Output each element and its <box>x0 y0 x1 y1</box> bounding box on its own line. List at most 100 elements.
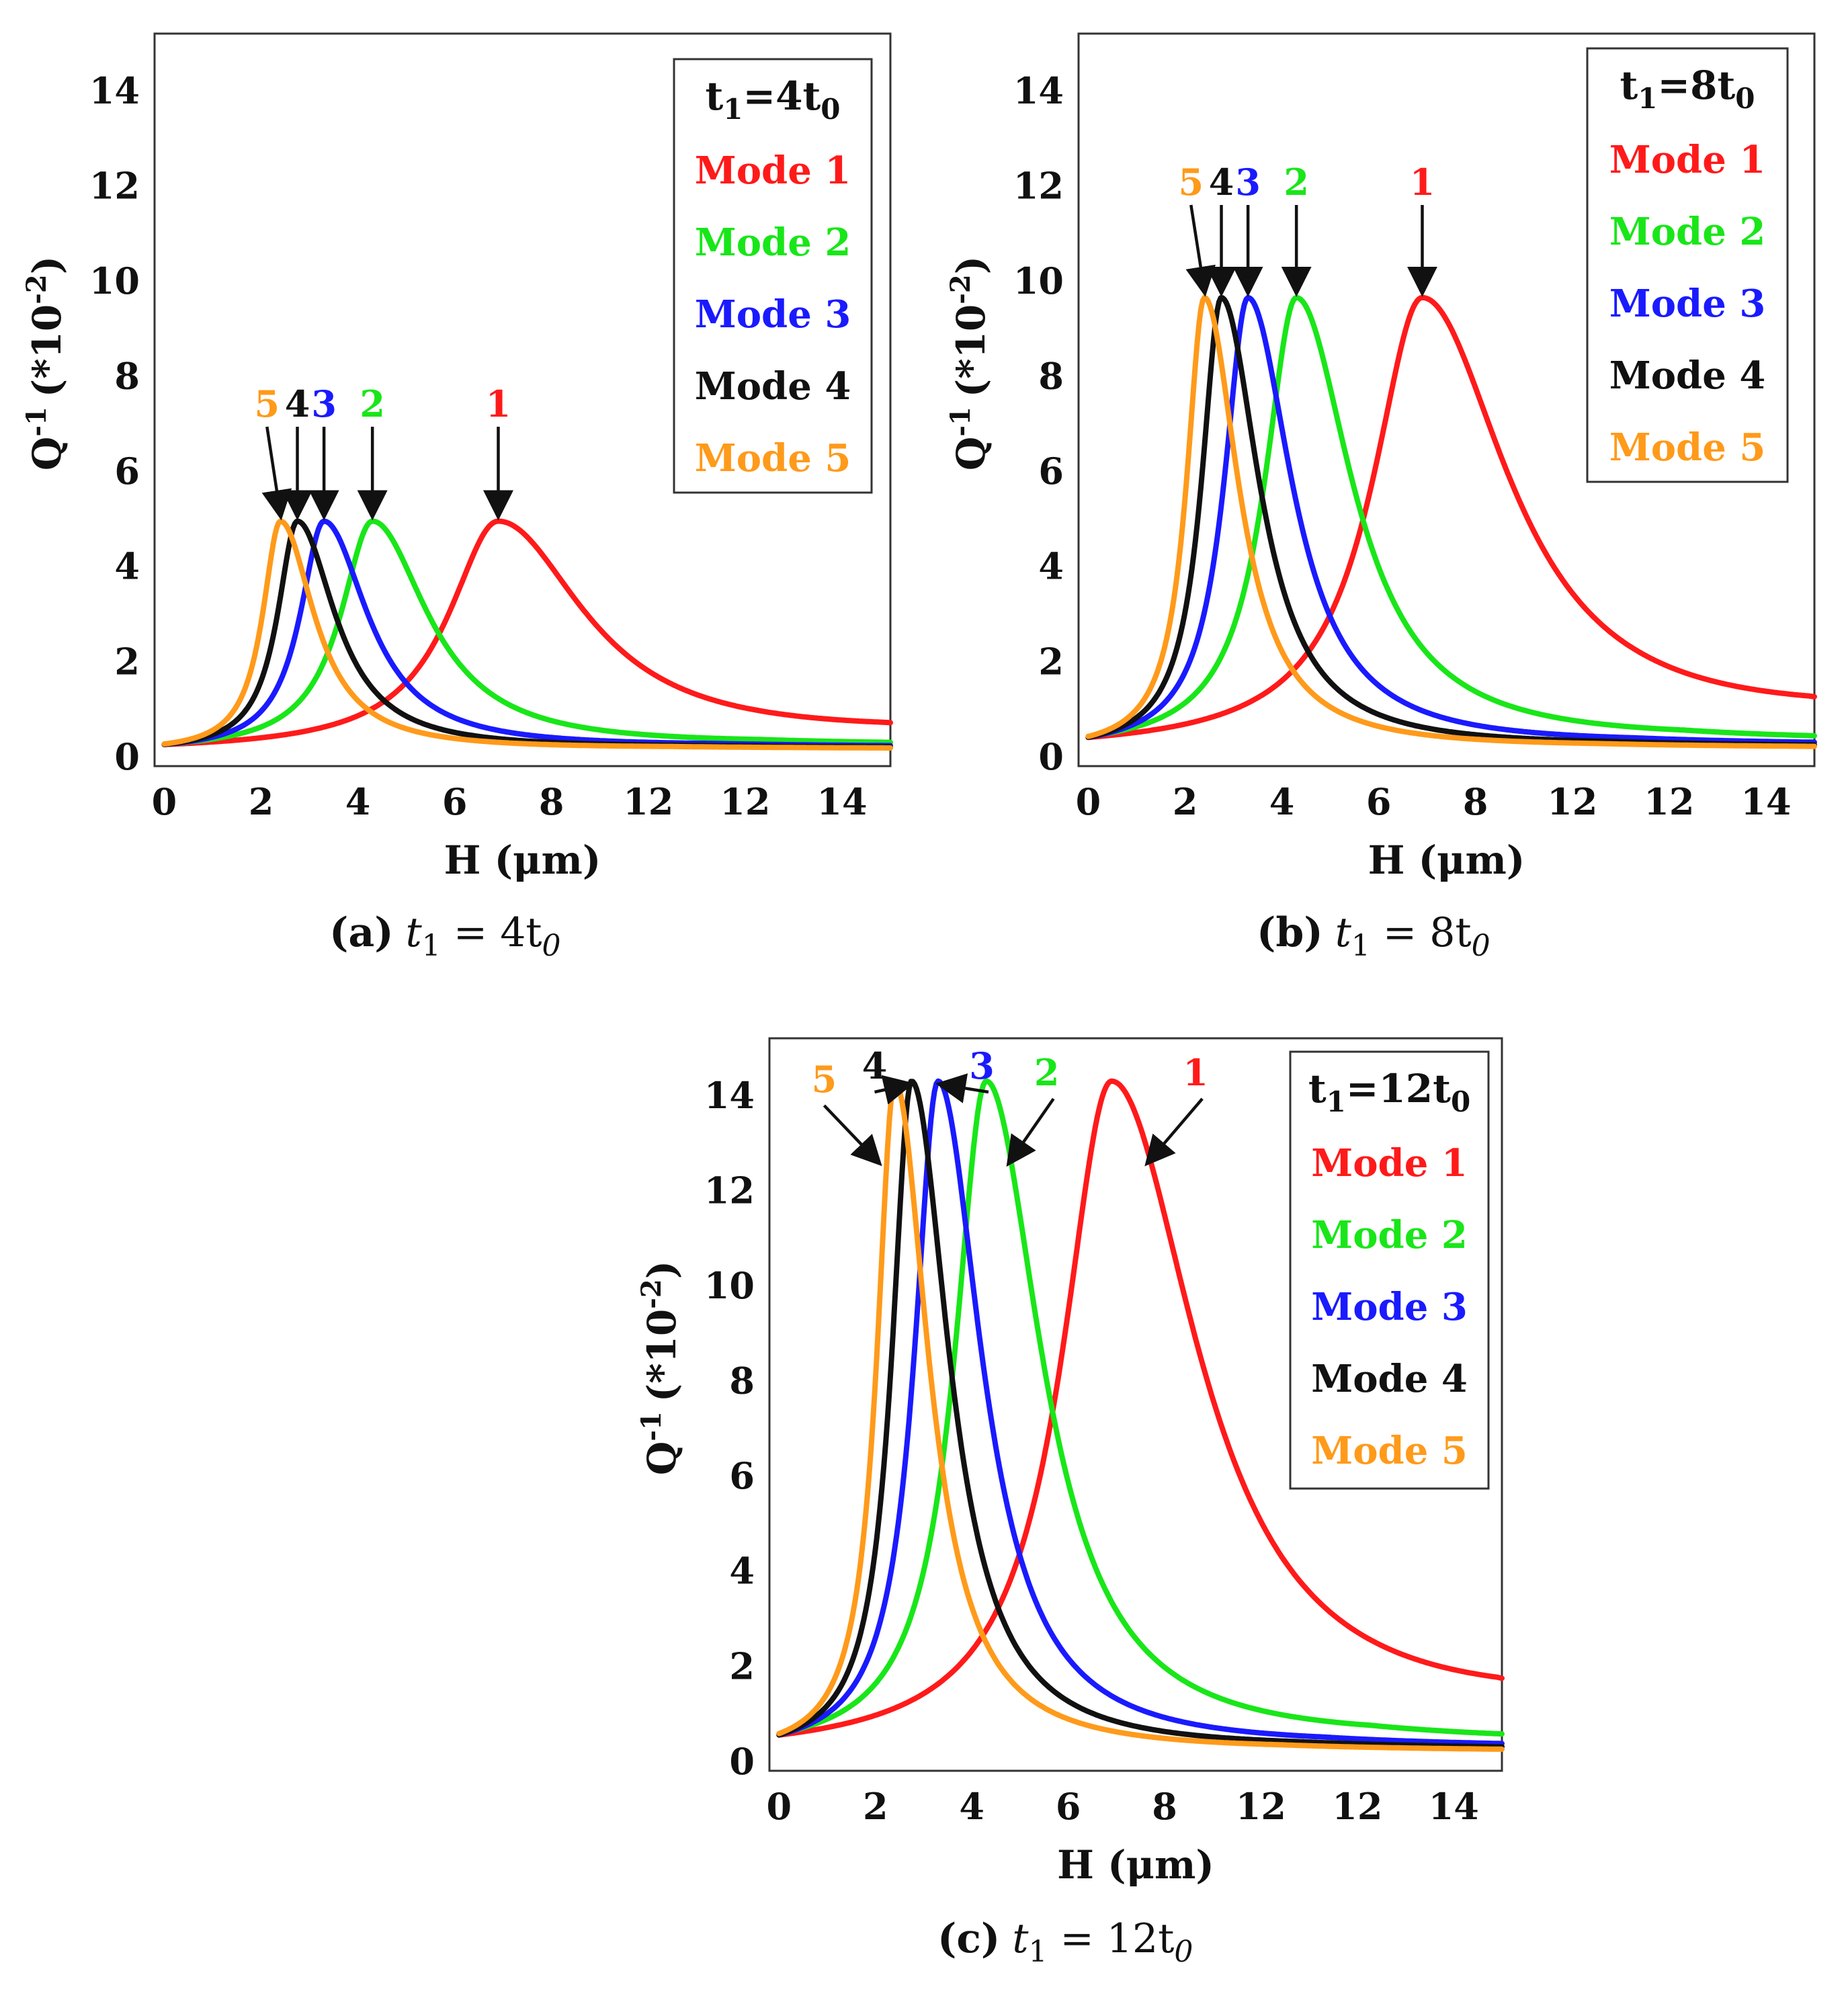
x-tick-label: 14 <box>1429 1785 1479 1828</box>
series-line-mode-2 <box>776 1078 1505 1737</box>
x-tick-label: 14 <box>1740 780 1791 823</box>
legend-box <box>1586 47 1789 483</box>
caption-sub2: 0 <box>1174 1935 1193 1969</box>
y-label-close: ) <box>948 256 994 274</box>
peak-label-mode-1: 1 <box>1183 1051 1208 1094</box>
caption-sub2: 0 <box>542 929 560 963</box>
y-tick-label: 2 <box>114 640 140 683</box>
peak-arrow-mode-1 <box>1144 1097 1204 1167</box>
caption-t: t <box>1012 1915 1029 1962</box>
peak-label-mode-5: 5 <box>255 382 280 425</box>
x-tick-label: 12 <box>1332 1785 1382 1828</box>
legend-title: t1=4t0 <box>705 73 840 126</box>
caption-eq: = 12t <box>1047 1915 1174 1962</box>
peak-label-mode-4: 4 <box>1209 161 1234 204</box>
series-line-mode-3 <box>1085 294 1817 745</box>
y-tick-label: 4 <box>114 545 140 588</box>
series-line-mode-4 <box>776 1079 1505 1750</box>
peak-label-mode-5: 5 <box>812 1058 837 1101</box>
legend-title-t: t <box>1620 62 1638 108</box>
peak-arrow-mode-5 <box>1185 204 1216 297</box>
x-tick-label: 6 <box>442 780 468 823</box>
peak-arrow-mode-4 <box>874 1075 915 1105</box>
y-tick-label: 6 <box>114 450 140 493</box>
caption-t: t <box>1335 909 1352 956</box>
legend-box <box>673 58 873 494</box>
x-tick-label: 6 <box>1366 780 1392 823</box>
y-label-q: Q <box>948 437 994 471</box>
y-tick-label: 10 <box>89 259 140 302</box>
y-label-exp: -1 <box>945 407 976 436</box>
legend-title-eq: =4t <box>743 73 821 119</box>
peak-arrow-mode-5 <box>823 1104 882 1167</box>
series-line-mode-1 <box>776 1078 1505 1738</box>
legend-title-t: t <box>705 73 723 119</box>
caption-eq: = 4t <box>441 909 542 956</box>
peak-arrow-mode-2 <box>1006 1097 1055 1167</box>
y-tick-label: 12 <box>704 1169 755 1212</box>
x-tick-label: 4 <box>345 780 371 823</box>
legend-title-sub2: 0 <box>1451 1085 1470 1118</box>
y-tick-label: 14 <box>89 69 140 112</box>
series-line-mode-1 <box>161 518 893 747</box>
y-label-close: ) <box>24 256 70 274</box>
y-tick-label: 8 <box>729 1360 755 1403</box>
peak-arrow-mode-5 <box>261 426 292 521</box>
plot-frame <box>768 1037 1503 1772</box>
legend-title-sub1: 1 <box>1327 1085 1346 1118</box>
peak-label-mode-3: 3 <box>969 1044 995 1087</box>
y-tick-label: 8 <box>114 355 140 398</box>
peak-label-mode-1: 1 <box>486 382 511 425</box>
x-tick-label: 12 <box>1547 780 1597 823</box>
x-tick-label: 12 <box>720 780 770 823</box>
y-tick-label: 8 <box>1038 355 1064 398</box>
caption-letter: (a) <box>329 909 394 956</box>
y-label-rest: (*10 <box>948 304 994 398</box>
x-tick-label: 6 <box>1056 1785 1081 1828</box>
legend-title: t1=12t0 <box>1308 1066 1470 1118</box>
y-tick-label: 2 <box>1038 640 1064 683</box>
caption-sub1: 1 <box>422 929 441 963</box>
y-tick-label: 4 <box>1038 545 1064 588</box>
peak-label-mode-4: 4 <box>862 1044 888 1087</box>
y-axis-label: Q-1 (*10-2) <box>945 256 994 470</box>
caption-sub1: 1 <box>1351 929 1370 963</box>
caption-letter: (c) <box>937 1915 1000 1962</box>
series-line-mode-5 <box>1085 294 1817 749</box>
x-tick-label: 4 <box>959 1785 984 1828</box>
x-tick-label: 8 <box>1152 1785 1177 1828</box>
legend-entry-mode-1: Mode 1 <box>695 149 851 193</box>
legend-title-eq: =8t <box>1658 62 1736 108</box>
y-axis-label: Q-1 (*10-2) <box>21 256 70 470</box>
y-tick-label: 0 <box>729 1740 755 1783</box>
peak-label-mode-2: 2 <box>360 382 385 425</box>
series-line-mode-2 <box>161 518 893 747</box>
x-tick-label: 2 <box>1173 780 1198 823</box>
panel-caption: (a) t1 = 4t0 <box>329 909 560 963</box>
x-tick-label: 0 <box>152 780 177 823</box>
y-label-q: Q <box>24 437 70 471</box>
legend-entry-mode-2: Mode 2 <box>1311 1213 1468 1257</box>
panel-caption: (c) t1 = 12t0 <box>937 1915 1193 1969</box>
y-label-rest: (*10 <box>24 304 70 398</box>
y-label-q: Q <box>639 1441 685 1476</box>
series-line-mode-2 <box>1085 294 1817 740</box>
peak-label-mode-4: 4 <box>285 382 310 425</box>
x-axis-label: H (μm) <box>444 837 601 883</box>
y-tick-label: 12 <box>89 164 140 207</box>
legend-title: t1=8t0 <box>1620 62 1755 115</box>
caption-letter: (b) <box>1257 909 1323 956</box>
legend-title-sub1: 1 <box>1638 82 1657 115</box>
y-tick-label: 4 <box>729 1550 755 1593</box>
y-tick-label: 14 <box>704 1074 755 1117</box>
y-tick-label: 6 <box>1038 450 1064 493</box>
legend-entry-mode-1: Mode 1 <box>1311 1141 1468 1185</box>
legend-entry-mode-5: Mode 5 <box>695 436 851 480</box>
series-line-mode-3 <box>776 1078 1505 1747</box>
caption-t: t <box>406 909 423 956</box>
y-tick-label: 14 <box>1013 69 1064 112</box>
y-tick-label: 0 <box>1038 735 1064 778</box>
